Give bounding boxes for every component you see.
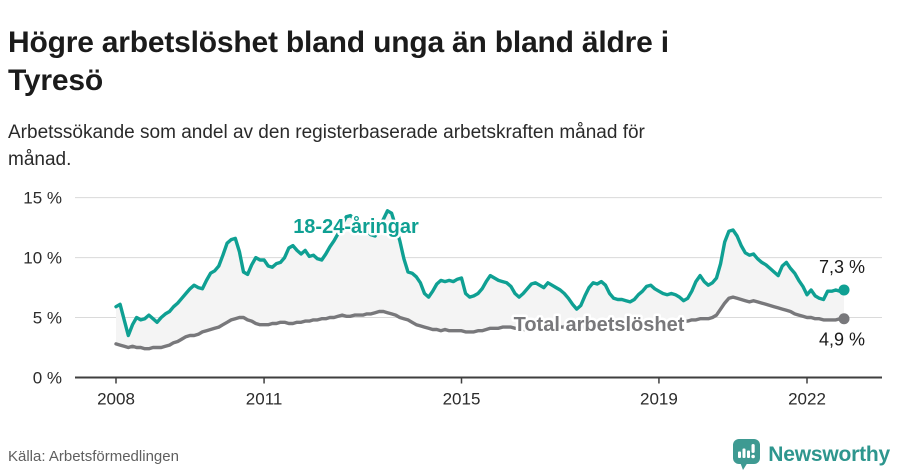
- y-tick-label: 5 %: [33, 309, 62, 328]
- end-value-label-total: 4,9 %: [819, 330, 865, 350]
- series-line-total: [114, 295, 846, 351]
- chart-subtitle: Arbetssökande som andel av den registerb…: [8, 119, 868, 173]
- x-tick-label: 2022: [788, 390, 826, 409]
- end-dot-total: [838, 313, 850, 325]
- subtitle-line-1: Arbetssökande som andel av den registerb…: [8, 122, 645, 143]
- y-tick-label: 0 %: [33, 369, 62, 388]
- newsworthy-logo: Newsworthy: [732, 438, 890, 471]
- subtitle-line-2: månad.: [8, 149, 72, 170]
- x-tick-label: 2015: [443, 390, 481, 409]
- y-tick-label: 10 %: [23, 249, 62, 268]
- end-value-label-youth: 7,3 %: [819, 257, 865, 277]
- area-between-series: [116, 210, 844, 349]
- newsworthy-bubble-chart-icon: [733, 439, 761, 470]
- series-line-youth: [114, 209, 846, 338]
- title-line-2: Tyresö: [8, 64, 103, 98]
- brand-name: Newsworthy: [768, 442, 890, 466]
- source-note: Källa: Arbetsförmedlingen: [8, 448, 179, 465]
- end-dot-youth: [838, 284, 850, 296]
- page-title: Högre arbetslöshet bland unga än bland ä…: [8, 24, 888, 100]
- series-label-total: Total arbetslöshet: [514, 314, 685, 336]
- x-tick-label: 2011: [246, 390, 283, 409]
- series-label-youth: 18-24-åringar: [293, 215, 419, 238]
- x-tick-label: 2008: [97, 390, 135, 409]
- y-tick-label: 15 %: [23, 189, 62, 208]
- x-tick-label: 2019: [640, 390, 678, 409]
- unemployment-line-chart: 2008 2011 2015 2019 2022 0 % 5 % 10 % 15 % 7,3 % 4…: [23, 189, 882, 409]
- title-line-1: Högre arbetslöshet bland unga än bland ä…: [8, 26, 669, 60]
